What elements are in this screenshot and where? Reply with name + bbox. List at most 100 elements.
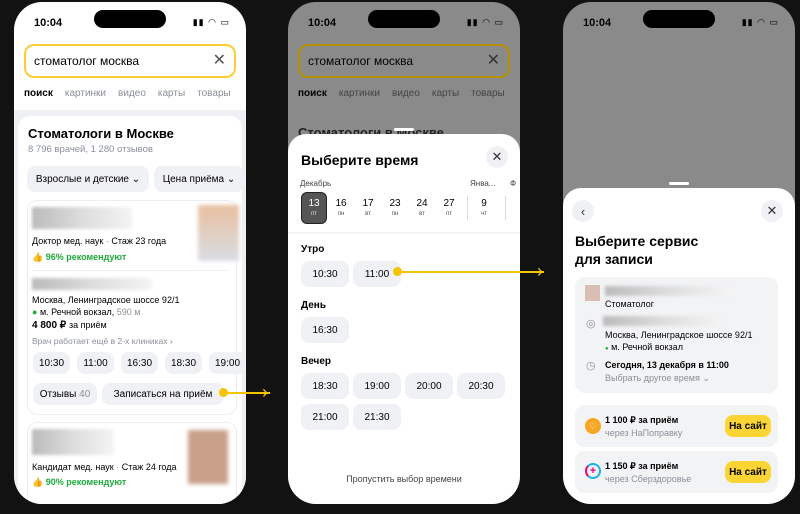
reviews-button[interactable]: Отзывы 40 — [33, 383, 97, 405]
tab-maps[interactable]: карты — [157, 88, 186, 99]
doctor-name-blurred — [32, 429, 114, 455]
phone-search-results: 10:04 ▮▮ ◠ ▭ стоматолог москва ✕ поиск кар… — [14, 2, 246, 504]
day-selected-bg — [301, 192, 327, 224]
sheet-handle[interactable] — [394, 128, 414, 131]
sheet-title: Выберите время — [301, 152, 419, 168]
results-title: Стоматологи в Москве — [28, 126, 174, 141]
service-provider: через НаПоправку — [605, 428, 683, 438]
slot[interactable]: 11:00 — [77, 352, 114, 374]
search-input-dimmed: стоматолог москва ✕ — [298, 44, 510, 78]
to-site-button[interactable]: На сайт — [725, 415, 771, 437]
close-icon[interactable]: ✕ — [761, 200, 783, 222]
slot[interactable]: 18:30 — [165, 352, 202, 374]
slot[interactable]: 21:30 — [353, 404, 401, 430]
metro: ● м. Речной вокзал, 590 м — [32, 307, 141, 317]
status-time: 10:04 — [34, 17, 63, 29]
metro: ● м. Речной вокзал — [605, 342, 683, 352]
more-clinics-link[interactable]: Врач работает ещё в 2-х клиниках › — [32, 336, 173, 346]
month-label: Янва... — [470, 179, 496, 188]
recommend: 👍 96% рекомендуют — [32, 252, 127, 262]
clinic-address: Москва, Ленинградское шоссе 92/1 — [605, 330, 753, 340]
appointment-datetime: Сегодня, 13 декабря в 11:00 — [605, 360, 729, 370]
service-provider: через Сберздоровье — [605, 474, 692, 484]
month-label: Ф — [510, 179, 517, 188]
connector-dot — [219, 388, 228, 397]
doctor-photo — [198, 205, 239, 261]
clear-icon[interactable]: ✕ — [212, 52, 226, 69]
doctor-name-blurred — [32, 207, 132, 229]
day-27[interactable]: 27 пт — [443, 198, 455, 217]
filter-age[interactable]: Взрослые и детские ⌄ — [27, 166, 149, 192]
slot[interactable]: 19:00 — [353, 373, 401, 399]
tab-goods[interactable]: товары — [197, 88, 231, 99]
notch — [94, 10, 166, 28]
divider — [32, 270, 228, 271]
doctor-degree: Доктор мед. наук · Стаж 23 года — [32, 236, 167, 246]
change-time-link[interactable]: Выбрать другое время ⌄ — [605, 373, 710, 383]
tab-video[interactable]: видео — [118, 88, 146, 99]
slot[interactable]: 16:30 — [301, 317, 349, 343]
connector-line — [224, 392, 270, 394]
service-price: 1 100 ₽ за приём — [605, 415, 679, 425]
doctor-photo — [585, 285, 600, 301]
status-icons: ▮▮ ◠ ▭ — [741, 17, 779, 27]
status-icons: ▮▮ ◠ ▭ — [466, 17, 504, 27]
arrow-icon: › — [262, 382, 268, 402]
specialty: Стоматолог — [605, 299, 654, 309]
day-24[interactable]: 24 вт — [416, 198, 428, 217]
divider — [505, 196, 506, 220]
service-price: 1 150 ₽ за приём — [605, 461, 679, 471]
day-16[interactable]: 16 пн — [335, 198, 347, 217]
status-time: 10:04 — [583, 17, 612, 29]
connector-line — [398, 271, 544, 273]
phone-time-picker: 10:04 ▮▮ ◠ ▭ стоматолог москва ✕ поиск кар… — [288, 2, 520, 504]
clinic-address: Москва, Ленинградское шоссе 92/1 — [32, 295, 180, 305]
doctor-degree: Кандидат мед. наук · Стаж 24 года — [32, 462, 177, 472]
back-icon[interactable]: ‹ — [572, 200, 594, 222]
price: 4 800 ₽ за приём — [32, 320, 107, 331]
skip-time-link[interactable]: Пропустить выбор времени — [346, 474, 462, 484]
slot[interactable]: 10:30 — [301, 261, 349, 287]
booking-summary — [575, 277, 778, 393]
day-13[interactable]: 13 пт — [308, 198, 320, 217]
doctor-photo — [188, 430, 228, 484]
clinic-name-blurred — [32, 278, 152, 290]
month-label: Декабрь — [300, 179, 332, 188]
book-button[interactable]: Записаться на приём — [102, 383, 224, 405]
section-evening: Вечер — [301, 356, 332, 367]
sheet-handle[interactable] — [669, 182, 689, 185]
status-icons: ▮▮ ◠ ▭ — [192, 17, 230, 27]
arrow-icon: › — [537, 261, 543, 281]
slot[interactable]: 20:30 — [457, 373, 505, 399]
napopravku-logo-icon: ♡ — [585, 418, 601, 434]
location-icon: ◎ — [586, 318, 596, 330]
section-day: День — [301, 300, 326, 311]
status-time: 10:04 — [308, 17, 337, 29]
sheet-title: Выберите сервис для записи — [575, 233, 699, 267]
divider — [467, 196, 468, 220]
notch — [368, 10, 440, 28]
day-9[interactable]: 9 чт — [481, 198, 487, 217]
search-tabs: поиск картинки видео карты товары — [24, 88, 243, 99]
to-site-button[interactable]: На сайт — [725, 461, 771, 483]
doctor-card[interactable] — [27, 422, 237, 504]
day-23[interactable]: 23 пн — [389, 198, 401, 217]
slots-row: 10:30 11:00 16:30 18:30 19:00 — [33, 352, 246, 374]
slot[interactable]: 21:00 — [301, 404, 349, 430]
filter-price[interactable]: Цена приёма ⌄ — [154, 166, 244, 192]
close-icon[interactable]: ✕ — [486, 146, 508, 168]
search-input[interactable]: стоматолог москва ✕ — [24, 44, 236, 78]
slot[interactable]: 16:30 — [121, 352, 158, 374]
tab-search[interactable]: поиск — [24, 88, 53, 99]
slot[interactable]: 19:00 — [209, 352, 246, 374]
section-morning: Утро — [301, 244, 325, 255]
tab-images[interactable]: картинки — [64, 88, 107, 99]
slot[interactable]: 10:30 — [33, 352, 70, 374]
doctor-name-blurred — [605, 286, 730, 296]
slot[interactable]: 20:00 — [405, 373, 453, 399]
phone-service-picker: 10:04 ▮▮ ◠ ▭ ‹ ✕ Выберите сервис для запи… — [563, 2, 795, 504]
slot[interactable]: 18:30 — [301, 373, 349, 399]
clock-icon: ◷ — [586, 360, 596, 372]
doctor-card[interactable] — [27, 200, 237, 415]
day-17[interactable]: 17 вт — [362, 198, 374, 217]
